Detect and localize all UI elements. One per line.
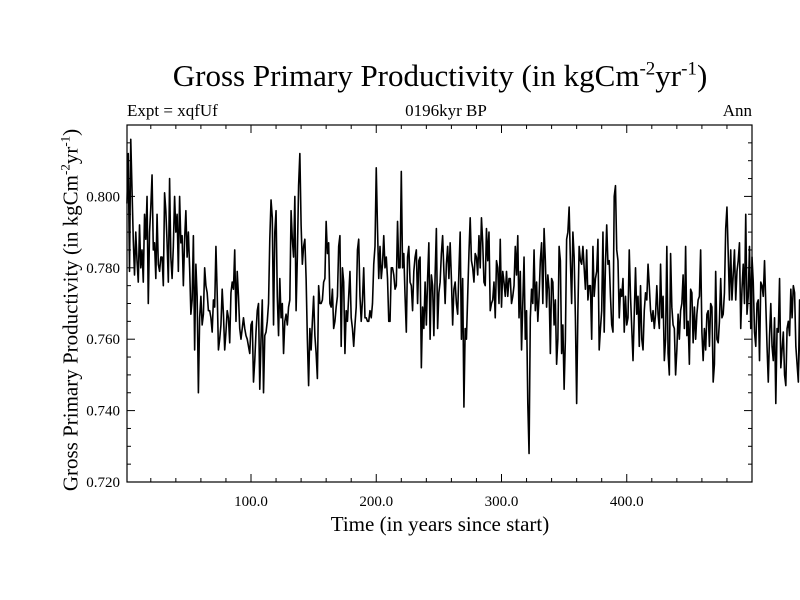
x-tick-label: 400.0 (610, 494, 644, 510)
x-axis-label: Time (in years since start) (330, 512, 550, 536)
x-tick-label: 300.0 (485, 494, 519, 510)
chart-title: Gross Primary Productivity (in kgCm-2yr-… (172, 58, 708, 93)
y-tick-label: 0.780 (86, 261, 120, 277)
axis-tick-labels: 0.720 0.740 0.760 0.780 0.800 100.0 200.0 300.0… (86, 189, 643, 510)
y-tick-label: 0.760 (86, 332, 120, 348)
x-tick-label: 200.0 (359, 494, 393, 510)
series-line (126, 138, 800, 455)
x-tick-label: 100.0 (234, 494, 268, 510)
experiment-label: Expt = xqfUf (127, 101, 218, 120)
y-tick-label: 0.720 (86, 475, 120, 491)
axis-ticks (127, 124, 753, 483)
y-tick-label: 0.740 (86, 404, 120, 420)
y-axis-label: Gross Primary Productivity (in kgCm-2yr-… (57, 128, 83, 492)
period-label: 0196kyr BP (405, 101, 487, 120)
season-label: Ann (722, 101, 752, 120)
y-tick-label: 0.800 (86, 189, 120, 205)
